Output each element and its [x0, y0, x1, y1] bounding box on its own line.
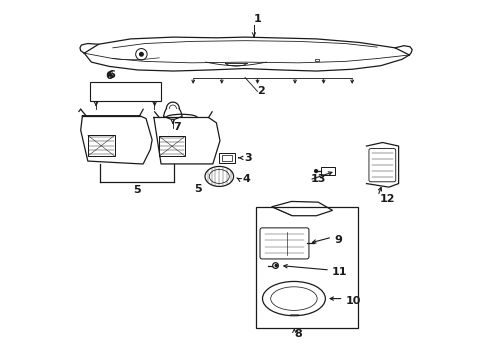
Text: 5: 5 — [194, 184, 202, 194]
Text: 6: 6 — [106, 71, 114, 81]
Bar — [315, 59, 319, 62]
Text: 9: 9 — [334, 235, 342, 245]
Text: 6: 6 — [107, 70, 115, 80]
Circle shape — [315, 170, 318, 172]
Bar — [222, 155, 232, 161]
Text: 12: 12 — [380, 194, 395, 203]
Text: 13: 13 — [311, 174, 326, 184]
Text: 4: 4 — [242, 174, 250, 184]
Text: 10: 10 — [346, 296, 361, 306]
Text: 2: 2 — [258, 86, 265, 96]
Bar — [256, 207, 358, 328]
Bar — [90, 82, 161, 102]
Text: 3: 3 — [244, 153, 251, 163]
Bar — [321, 167, 335, 175]
Circle shape — [275, 265, 277, 267]
Bar — [220, 153, 235, 163]
Text: 11: 11 — [332, 267, 348, 277]
Text: 5: 5 — [133, 185, 141, 195]
Circle shape — [140, 53, 143, 56]
Bar — [159, 136, 185, 156]
Text: 8: 8 — [294, 329, 302, 339]
Bar — [88, 135, 115, 156]
Text: 1: 1 — [254, 14, 262, 24]
Text: 7: 7 — [173, 122, 181, 132]
